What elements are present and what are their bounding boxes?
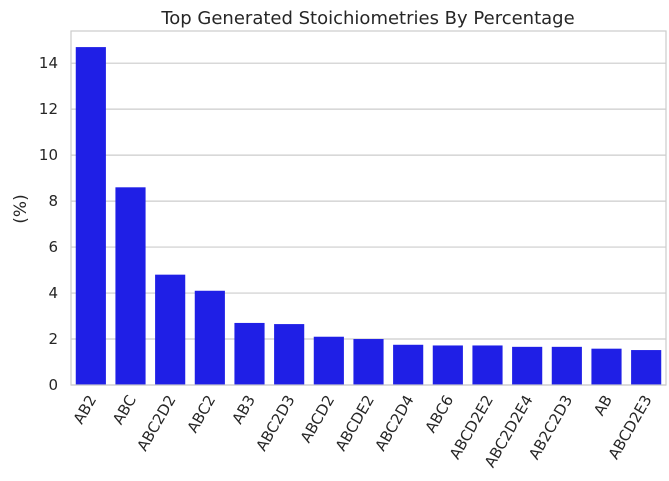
bar	[631, 350, 662, 385]
x-tick-label: ABC	[109, 392, 140, 428]
x-tick-label: ABC6	[422, 392, 458, 436]
bar	[472, 345, 503, 385]
y-axis-label: (%)	[11, 194, 31, 223]
bar	[155, 274, 186, 385]
x-tick-label: ABC2	[184, 392, 220, 436]
y-tick-labels: 0 2 4 6 8 10 12 14	[39, 54, 58, 394]
bar	[353, 339, 384, 385]
x-tick-label: ABCD2	[297, 392, 339, 446]
y-tick-label: 4	[48, 284, 58, 302]
bar	[432, 345, 463, 385]
chart-title: Top Generated Stoichiometries By Percent…	[160, 8, 574, 29]
plot-frame	[70, 30, 667, 386]
y-tick-label: 12	[39, 100, 58, 118]
x-tick-label: AB3	[228, 392, 259, 427]
y-tick-label: 8	[48, 192, 58, 210]
bar	[234, 322, 265, 385]
y-tick-label: 0	[48, 376, 58, 394]
bar	[194, 290, 225, 385]
x-tick-label: ABC2D2	[133, 392, 179, 454]
x-tick-label: AB2	[70, 392, 101, 427]
bar	[75, 47, 106, 385]
bar	[551, 346, 582, 385]
x-tick-label: ABC2D3	[252, 392, 298, 454]
y-tick-label: 2	[48, 330, 58, 348]
bar	[393, 344, 424, 385]
bar	[115, 187, 146, 385]
y-tick-label: 14	[39, 54, 58, 72]
bar	[313, 336, 344, 385]
bars	[75, 47, 662, 385]
bar	[274, 324, 305, 385]
x-tick-label: ABC2D4	[371, 392, 417, 454]
x-tick-label: AB	[590, 392, 616, 419]
y-tick-label: 10	[39, 146, 58, 164]
bar	[512, 346, 543, 385]
bar	[591, 348, 622, 385]
y-tick-label: 6	[48, 238, 58, 256]
